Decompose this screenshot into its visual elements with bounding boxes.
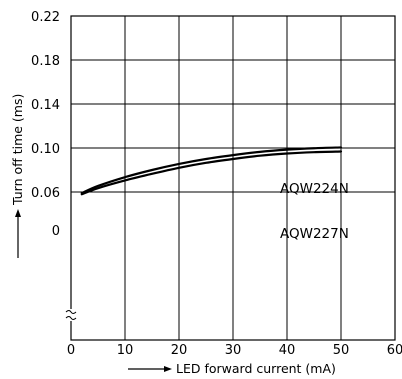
y-axis-title: Turn off time (ms) [10,94,25,206]
x-tick-label: 30 [225,343,242,358]
x-tick-label: 10 [117,343,134,358]
x-tick-label: 0 [67,343,75,358]
x-tick-label: 50 [333,343,350,358]
tick-labels: 0 10 20 30 40 50 60 0.06 0.10 0.14 0.18 0.22 0 [31,10,402,358]
x-axis-title-group: LED forward current (mA) [128,361,336,376]
y-tick-label: 0.18 [31,54,60,69]
y-axis-break [65,309,77,321]
y-tick-label: 0.22 [31,10,60,25]
series-line-aqw224n [80,146,343,195]
plot-border [70,15,396,341]
x-tick-label: 60 [387,343,402,358]
series-label-aqw227n: AQW227N [280,226,349,242]
y-axis-arrow-head [15,209,21,217]
y-tick-label: 0.10 [31,142,60,157]
x-tick-label: 40 [279,343,296,358]
y-tick-label-origin: 0 [52,224,60,239]
series-line-aqw227n [80,150,343,196]
series-lines [80,146,343,196]
grid [71,16,395,340]
series-label-aqw224n: AQW224N [280,181,349,197]
plot-frame [70,15,396,341]
y-tick-label: 0.14 [31,98,60,113]
x-axis-title: LED forward current (mA) [176,361,336,376]
axis-break-mark [65,310,77,314]
axis-break-gap [67,309,75,321]
y-tick-label: 0.06 [31,186,60,201]
x-axis-arrow-head [164,366,172,372]
axis-break-mark [65,316,77,320]
x-tick-label: 20 [171,343,188,358]
series-labels: AQW224N AQW227N [280,181,349,242]
y-axis-title-group: Turn off time (ms) [10,94,25,258]
